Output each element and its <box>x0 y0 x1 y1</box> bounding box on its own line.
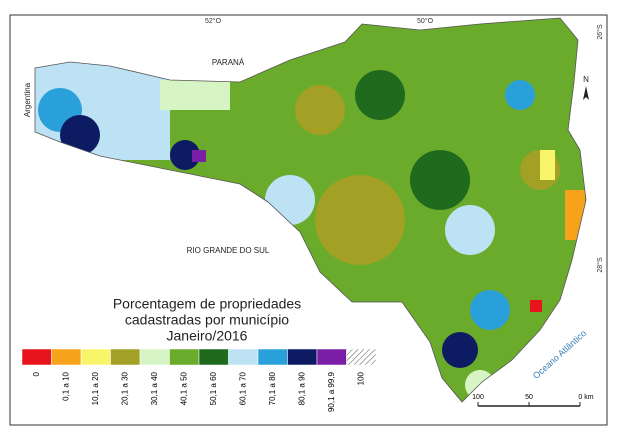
region-fill <box>315 175 405 265</box>
legend-swatch <box>51 348 82 366</box>
legend-label: 0,1 a 10 <box>61 371 70 400</box>
frame <box>9 14 608 426</box>
scale-label: 0 km <box>578 394 593 401</box>
region-fill <box>540 150 555 180</box>
region-fill <box>410 150 470 210</box>
region-label: RIO GRANDE DO SUL <box>187 246 270 255</box>
legend-title: cadastradas por município <box>125 312 289 328</box>
region-fill <box>530 300 542 312</box>
coordinate-label: 52°O <box>205 17 222 25</box>
legend-title: Porcentagem de propriedades <box>113 296 301 312</box>
region-label: PARANÁ <box>212 58 245 67</box>
region-fill <box>442 332 478 368</box>
region-fill <box>445 205 495 255</box>
north-arrow-icon <box>583 86 589 100</box>
north-arrow: N <box>583 75 589 84</box>
legend-swatch <box>257 348 288 366</box>
legend-swatch <box>316 348 347 366</box>
region-fill <box>170 140 200 170</box>
ocean-label: Oceano Atlântico <box>531 328 588 381</box>
legend-label: 80,1 a 90 <box>297 371 306 405</box>
legend-label: 60,1 a 70 <box>238 371 247 405</box>
legend-label: 10,1 a 20 <box>91 371 100 405</box>
legend-swatch <box>198 348 229 366</box>
coordinate-label: 28°S <box>596 257 604 273</box>
region-fill <box>60 115 100 155</box>
legend-swatch <box>287 348 318 366</box>
region-fill <box>295 85 345 135</box>
scale-label: 50 <box>525 394 533 401</box>
region-fill <box>505 80 535 110</box>
legend-label: 50,1 a 60 <box>209 371 218 405</box>
legend-label: 100 <box>356 371 365 385</box>
legend-swatch <box>21 348 52 366</box>
region-fill <box>565 190 585 240</box>
legend-swatch <box>228 348 259 366</box>
region-fill <box>192 150 206 162</box>
region-fill <box>355 70 405 120</box>
scale-label: 100 <box>472 394 484 401</box>
legend-swatch <box>169 348 200 366</box>
coordinate-label: 26°S <box>596 24 604 40</box>
region-label: Argentina <box>23 82 32 117</box>
legend-label: 90,1 a 99,9 <box>327 371 336 412</box>
legend-label: 40,1 a 50 <box>179 371 188 405</box>
region-fill <box>160 80 230 110</box>
legend-swatch <box>139 348 170 366</box>
legend-swatch <box>346 348 377 366</box>
coordinate-label: 50°O <box>417 17 434 25</box>
legend-title: Janeiro/2016 <box>167 328 248 344</box>
legend-swatch <box>80 348 111 366</box>
region-fill <box>470 290 510 330</box>
legend-label: 0 <box>32 371 41 376</box>
region-fill <box>265 175 315 225</box>
legend-label: 70,1 a 80 <box>268 371 277 405</box>
legend-label: 20,1 a 30 <box>120 371 129 405</box>
legend-swatch <box>110 348 141 366</box>
legend-label: 30,1 a 40 <box>150 371 159 405</box>
